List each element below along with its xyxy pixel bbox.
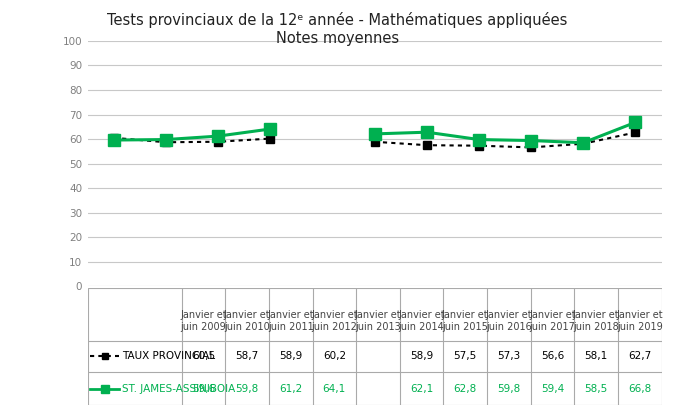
Text: Janvier et
juin 2019: Janvier et juin 2019 [616,310,663,332]
Text: 62,8: 62,8 [454,384,477,393]
Text: 61,2: 61,2 [279,384,302,393]
Text: 57,5: 57,5 [454,351,477,361]
Text: Janvier et
juin 2011: Janvier et juin 2011 [267,310,314,332]
Text: TAUX PROVINCIAL: TAUX PROVINCIAL [122,351,215,361]
Text: 58,5: 58,5 [585,384,608,393]
Text: 62,7: 62,7 [628,351,651,361]
Text: 58,1: 58,1 [585,351,608,361]
Text: 64,1: 64,1 [323,384,346,393]
Text: Janvier et
juin 2009: Janvier et juin 2009 [180,310,227,332]
Text: 62,1: 62,1 [410,384,433,393]
Text: 66,8: 66,8 [628,384,651,393]
Text: Tests provinciaux de la 12ᵉ année - Mathématiques appliquées
Notes moyennes: Tests provinciaux de la 12ᵉ année - Math… [107,12,568,46]
Text: 57,3: 57,3 [497,351,520,361]
Text: ST. JAMES-ASSINIBOIA: ST. JAMES-ASSINIBOIA [122,384,235,393]
Text: Janvier et
juin 2014: Janvier et juin 2014 [398,310,445,332]
Text: Janvier et
juin 2015: Janvier et juin 2015 [442,310,489,332]
Text: 59,8: 59,8 [497,384,520,393]
Text: 56,6: 56,6 [541,351,564,361]
Text: 58,9: 58,9 [410,351,433,361]
Text: 60,5: 60,5 [192,351,215,361]
Text: Janvier et
juin 2017: Janvier et juin 2017 [529,310,576,332]
Text: 58,9: 58,9 [279,351,302,361]
Text: 58,7: 58,7 [236,351,259,361]
Text: Janvier et
juin 2016: Janvier et juin 2016 [485,310,532,332]
Text: Janvier et
juin 2012: Janvier et juin 2012 [311,310,358,332]
FancyBboxPatch shape [88,288,662,405]
Text: Janvier et
juin 2013: Janvier et juin 2013 [354,310,401,332]
Text: Janvier et
juin 2010: Janvier et juin 2010 [223,310,271,332]
Text: 60,2: 60,2 [323,351,346,361]
Text: 59,8: 59,8 [236,384,259,393]
Text: 59,4: 59,4 [541,384,564,393]
Text: Janvier et
juin 2018: Janvier et juin 2018 [573,310,620,332]
Text: 59,6: 59,6 [192,384,215,393]
